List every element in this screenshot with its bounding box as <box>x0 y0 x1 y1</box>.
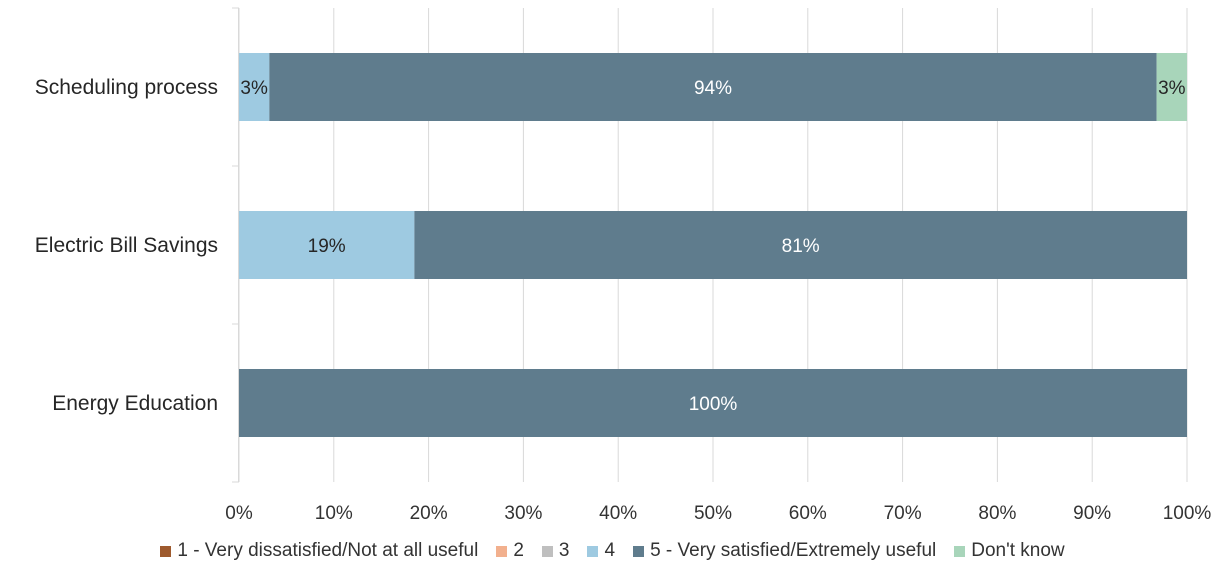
x-tick-label: 100% <box>1163 503 1212 524</box>
legend-swatch <box>541 545 553 557</box>
data-label: 100% <box>689 394 738 415</box>
legend-item: 5 - Very satisfied/Extremely useful <box>633 540 936 562</box>
chart-legend: 1 - Very dissatisfied/Not at all useful 2… <box>0 537 1225 565</box>
legend-swatch <box>496 545 508 557</box>
value-axis: 0% 10% 20% 30% 40% 50% 60% 70% 80% 90% 100% <box>225 7 1212 524</box>
data-label: 19% <box>308 236 346 257</box>
legend-swatch <box>954 545 966 557</box>
bar-segment <box>1156 53 1187 121</box>
bar-segment <box>239 369 1187 437</box>
legend-item: 4 <box>587 540 615 562</box>
bar-segment <box>269 53 1157 121</box>
category-label: Scheduling process <box>35 76 218 99</box>
x-tick-label: 50% <box>694 503 732 524</box>
category-label: Energy Education <box>52 392 218 415</box>
x-tick-label: 90% <box>1073 503 1111 524</box>
category-label: Electric Bill Savings <box>35 234 218 257</box>
legend-swatch <box>587 545 599 557</box>
legend-label: 1 - Very dissatisfied/Not at all useful <box>177 540 479 561</box>
x-tick-label: 30% <box>504 503 542 524</box>
data-label: 81% <box>782 236 820 257</box>
x-tick-label: 60% <box>789 503 827 524</box>
data-label: 94% <box>694 78 732 99</box>
data-labels: 3% 94% 3% 19% 81% 100% <box>240 78 1185 415</box>
legend-label: 5 - Very satisfied/Extremely useful <box>650 540 937 561</box>
legend-swatch <box>633 545 645 557</box>
category-labels: Scheduling process Electric Bill Savings E… <box>35 76 218 415</box>
bar-segments <box>239 53 1187 437</box>
legend-item: 1 - Very dissatisfied/Not at all useful <box>160 540 478 562</box>
x-tick-label: 20% <box>410 503 448 524</box>
x-tick-label: 40% <box>599 503 637 524</box>
bar-segment <box>239 211 415 279</box>
x-tick-label: 80% <box>978 503 1016 524</box>
legend-item: Don't know <box>954 540 1065 562</box>
data-label: 3% <box>240 78 268 99</box>
legend-item: 2 <box>496 540 524 562</box>
x-tick-label: 10% <box>315 503 353 524</box>
data-label: 3% <box>1158 78 1186 99</box>
legend-label: 4 <box>604 540 616 561</box>
legend-label: Don't know <box>971 540 1065 561</box>
legend-label: 2 <box>513 540 524 561</box>
legend-label: 3 <box>558 540 570 561</box>
bar-segment <box>414 211 1187 279</box>
legend-item: 3 <box>541 540 570 562</box>
x-tick-label: 0% <box>225 503 253 524</box>
bar-segment <box>239 53 270 121</box>
x-tick-label: 70% <box>884 503 922 524</box>
legend-swatch <box>160 545 172 557</box>
stacked-bar-chart: 0% 10% 20% 30% 40% 50% 60% 70% 80% 90% 100% Schedu… <box>35 7 1212 524</box>
